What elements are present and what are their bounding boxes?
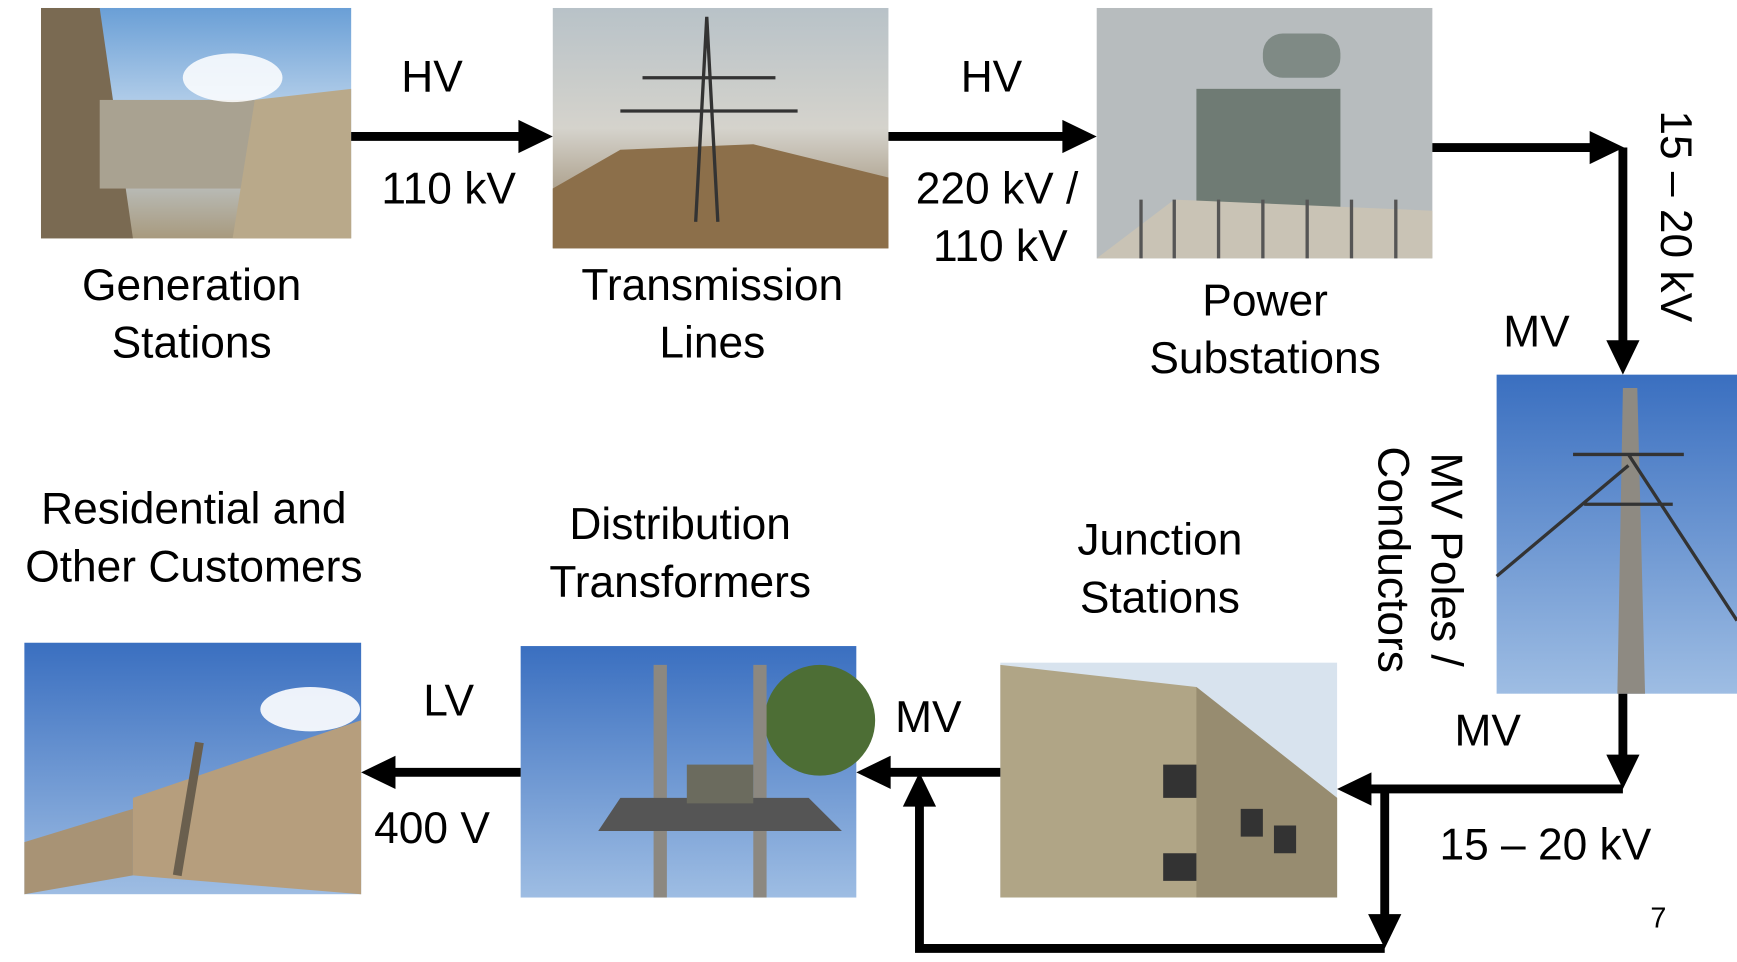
node-label: Transmission [581,261,843,310]
photo-mv-pole [1497,375,1737,694]
photo-customers [24,643,361,894]
node-label: Other Customers [25,542,362,591]
node-label: Lines [659,319,765,368]
node-label: Distribution [569,500,791,549]
voltage-value: 110 kV [381,165,516,214]
node-label: Conductors [1369,446,1418,673]
voltage-level: HV [401,53,463,102]
node-label: Power [1202,276,1328,325]
page: {"nodes":[ {"label":["Generation","Stati… [0,0,1737,962]
node-label: Stations [112,319,272,368]
voltage-level: MV [1503,307,1570,356]
node-label: Generation [82,261,301,310]
node-label: Residential and [41,485,346,534]
photo-transmission [553,8,889,248]
diagram: Generation Stations Transmission Lines Power… [0,0,1737,962]
voltage-value: 15 – 20 kV [1651,110,1700,322]
page-number: 7 [1650,902,1666,934]
voltage-level: HV [961,53,1023,102]
voltage-value: 220 kV / [916,165,1079,214]
voltage-level: LV [423,676,474,725]
voltage-value: 400 V [374,804,490,853]
photo-generation [41,8,351,238]
voltage-value: 110 kV [933,222,1068,271]
voltage-level: MV [1455,706,1522,755]
node-label: Transformers [549,558,811,607]
node-label: Junction [1077,516,1242,565]
photo-junction [1000,663,1337,898]
node-label: Stations [1080,573,1240,622]
voltage-value: 15 – 20 kV [1439,820,1651,869]
voltage-level: MV [895,693,962,742]
photo-substation [1097,8,1433,258]
node-label: Substations [1149,334,1380,383]
node-label: MV Poles / [1422,453,1471,668]
photo-distribution [521,646,875,897]
